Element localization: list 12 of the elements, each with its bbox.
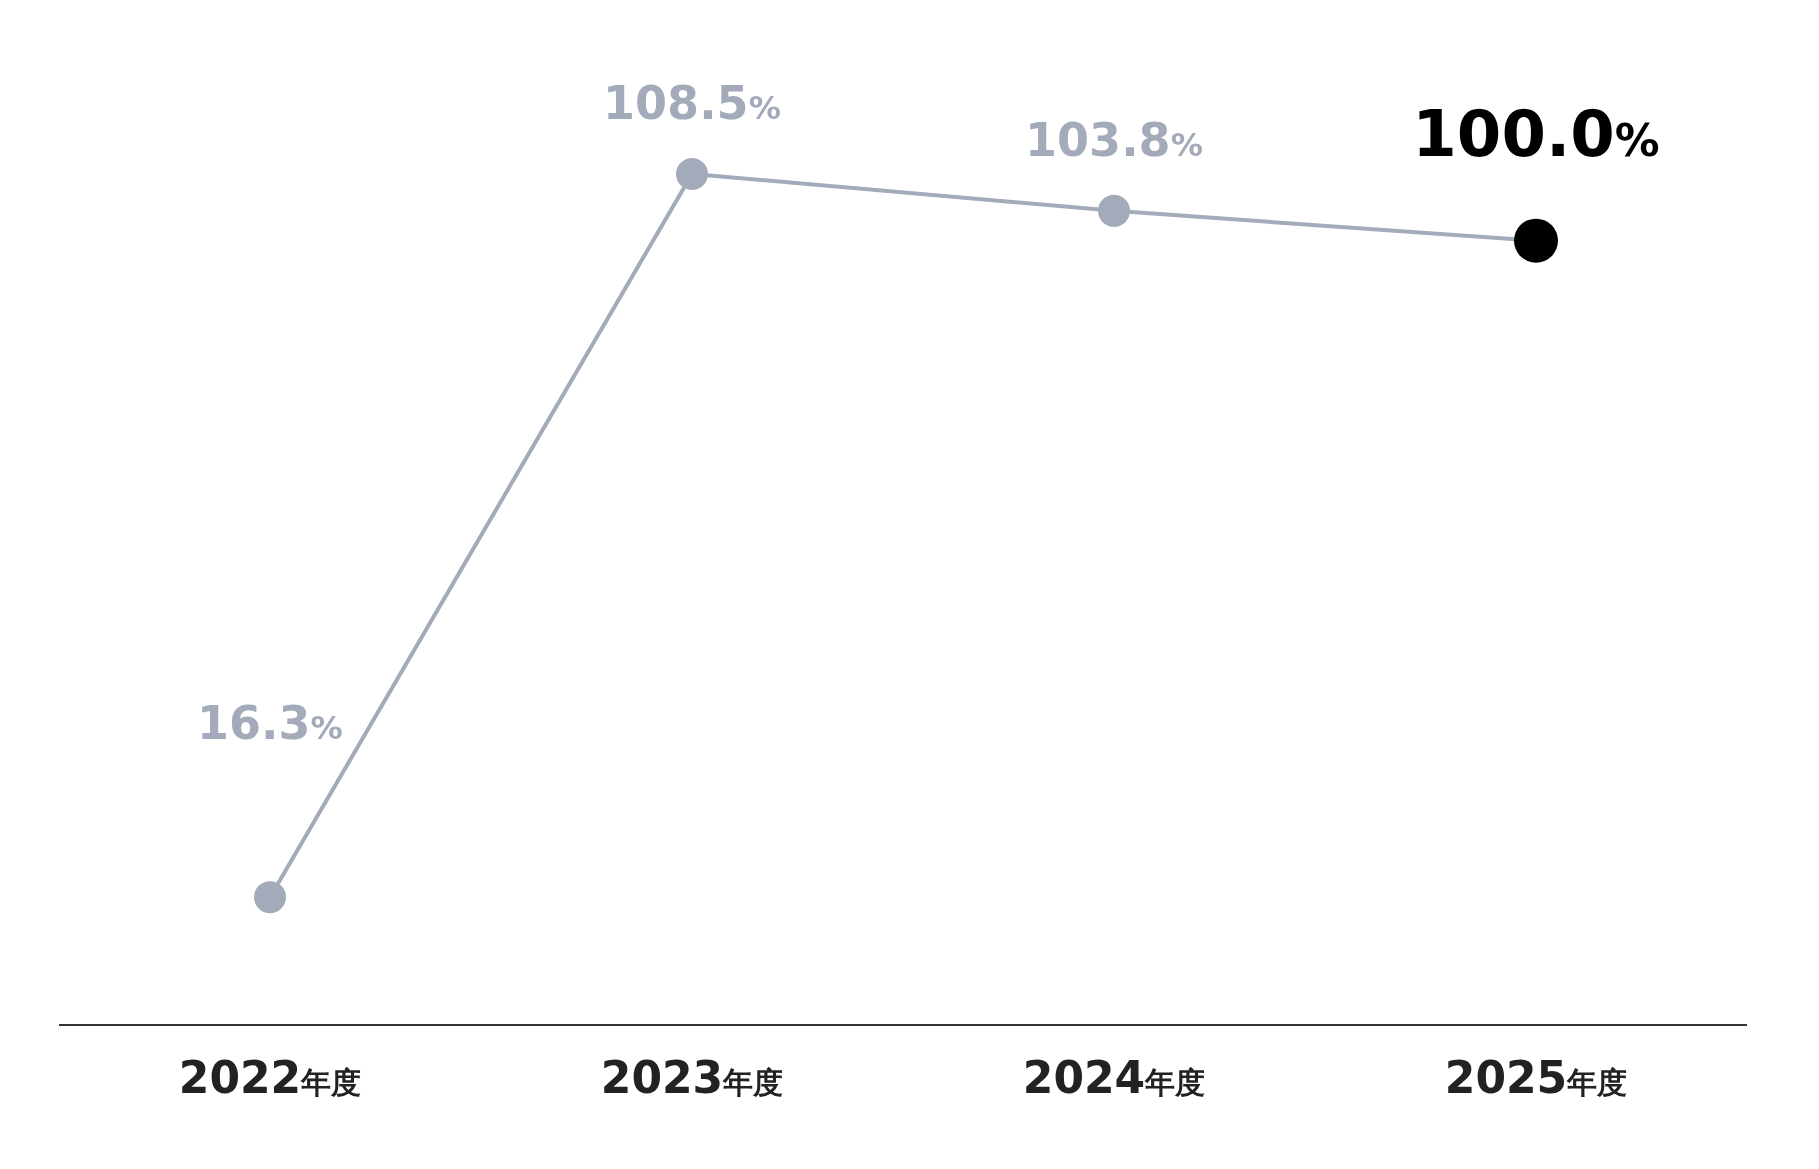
data-label: 103.8%	[1025, 112, 1203, 167]
x-tick-label: 2024年度	[1022, 1052, 1206, 1103]
point	[1098, 194, 1130, 227]
data-label: 108.5%	[603, 76, 781, 130]
x-tick-label: 2022年度	[178, 1052, 362, 1103]
data-label: 100.0%	[1412, 96, 1660, 171]
x-tick-label: 2023年度	[600, 1052, 784, 1103]
point	[676, 158, 708, 190]
data-label: 16.3%	[197, 695, 343, 750]
point	[1514, 218, 1558, 263]
x-tick-label: 2025年度	[1444, 1052, 1628, 1103]
point	[254, 881, 286, 914]
